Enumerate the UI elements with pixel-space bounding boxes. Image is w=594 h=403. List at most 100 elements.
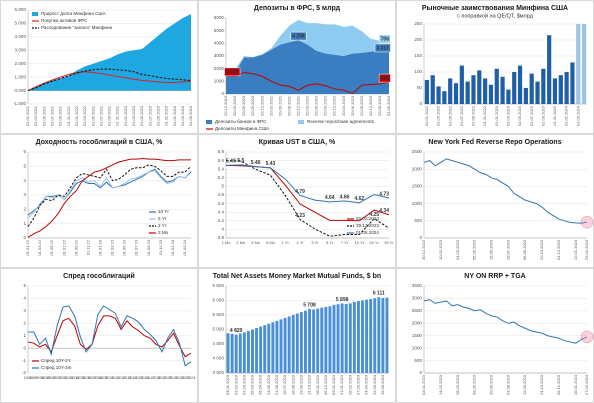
y-tick-label: 2000	[214, 66, 225, 71]
y-tick-label: 5	[23, 283, 26, 288]
y-tick-label: 4.6	[218, 201, 225, 206]
y-tick-label: 3000	[214, 53, 225, 58]
x-tick-label: 01.11.23	[158, 239, 163, 255]
x-tick-label: 01.03.2022	[82, 105, 87, 126]
data-label: 3 317	[376, 45, 389, 51]
data-label-box	[378, 34, 391, 44]
y-tick-label: 1500	[412, 184, 423, 189]
bar	[442, 91, 447, 104]
highlight	[580, 215, 594, 229]
x-tick-label: 06.12.2023	[323, 374, 328, 395]
legend-label: 01.05.2024	[356, 230, 379, 235]
y-tick-label: 1000	[412, 201, 423, 206]
x-tick-label: 08.09.2023	[522, 239, 527, 260]
x-tick-label: 01.01.2023	[123, 105, 128, 126]
chart-title: Total Net Assets Money Market Mutual Fun…	[213, 273, 381, 280]
area	[226, 19, 389, 74]
x-tick-label: 6 Mo	[266, 240, 276, 245]
line	[27, 315, 192, 358]
chart-panel: Доходность гособлигаций в США, % 0 1 2 3 4 5 6 0…	[0, 134, 198, 268]
y-tick-label: 3 500	[213, 370, 225, 375]
x-tick-label: 20.06.2020	[241, 95, 246, 116]
y-tick-label: 0	[419, 235, 422, 240]
x-tick-label: 19.06.2024	[380, 374, 385, 395]
bar	[377, 297, 381, 373]
bar	[340, 303, 344, 373]
bar	[576, 24, 581, 104]
x-tick-label: 12.01.2024	[573, 239, 578, 260]
legend-label: Депозиты Минфина США	[215, 126, 270, 131]
x-tick-label: 01.09.22	[73, 239, 78, 255]
x-tick-label: 1 Mo	[222, 240, 232, 245]
x-tick-label: 01.11.22	[85, 239, 90, 255]
bar	[299, 312, 303, 373]
x-tick-label: 01.09.2022	[107, 105, 112, 126]
x-tick-label: 01.01.22	[25, 239, 30, 255]
y-tick-label: 0	[23, 235, 26, 240]
y-tick-label: -1.000	[13, 101, 26, 106]
y-tick-label: -1	[22, 358, 27, 363]
y-tick-label: 1000	[412, 345, 423, 350]
chart-subtitle: с поправкой на QE/QT, $млрд	[457, 12, 534, 19]
line	[225, 160, 390, 237]
x-tick-label: 2015	[134, 375, 144, 380]
y-tick-label: 6 000	[213, 298, 225, 303]
y-tick-label: 500	[414, 358, 422, 363]
x-tick-label: 2016	[140, 375, 150, 380]
x-tick-label: 01.05.2024	[188, 105, 193, 126]
x-tick-label: 01.09.2021	[58, 105, 63, 126]
bar	[581, 24, 587, 104]
bar	[303, 310, 307, 373]
y-tick-label: 150	[414, 53, 422, 58]
y-tick-label: 5.6	[218, 158, 225, 163]
y-tick-label: 5.000	[15, 21, 27, 26]
y-tick-label: 2500	[412, 149, 423, 154]
x-tick-label: 20.06.2023	[489, 374, 494, 395]
x-tick-label: 20.09.2020	[250, 95, 255, 116]
x-tick-label: 01.11.2022	[115, 105, 120, 125]
x-tick-label: 01.03.2024	[180, 105, 185, 126]
bar	[506, 89, 511, 104]
bar	[226, 333, 230, 373]
x-tick-label: 01.09.23	[146, 239, 151, 255]
x-tick-label: 01.07.23	[134, 239, 139, 255]
y-tick-label: 4 500	[213, 341, 225, 346]
y-tick-label: 1	[23, 221, 26, 226]
x-tick-label: 01.05.2023	[139, 105, 144, 126]
x-tick-label: 26.04.2023	[258, 374, 263, 395]
data-label: 5.43	[266, 161, 276, 167]
line	[28, 305, 192, 367]
y-tick-label: 1500	[412, 333, 423, 338]
x-tick-label: 2004	[70, 375, 80, 380]
data-label: 4.64	[325, 195, 335, 201]
x-tick-label: 01.05.22	[49, 239, 54, 255]
x-tick-label: 01.01.2022	[74, 105, 79, 126]
x-tick-label: 20.09.2021	[286, 95, 291, 116]
y-tick-label: 3000	[412, 296, 423, 301]
x-tick-label: 3 Yr	[311, 240, 319, 245]
x-tick-label: 3 Mo	[251, 240, 261, 245]
area	[28, 14, 191, 91]
bar	[352, 301, 356, 373]
x-tick-label: 01.01.2024	[172, 105, 177, 126]
x-tick-label: 2021	[169, 375, 179, 380]
x-tick-label: 20.03.2024	[377, 95, 382, 116]
data-label: 4 256	[292, 33, 305, 39]
x-tick-label: 01.07.2021	[50, 105, 55, 126]
chart-panel: Кривая UST в США, % 3.8 4 4.2 4.4 4.6 4.8 5 5.2 5…	[198, 134, 396, 268]
x-tick-label: 05.05.2023	[472, 239, 477, 260]
x-tick-label: 2002	[58, 375, 68, 380]
x-tick-label: 2003	[64, 375, 74, 380]
x-tick-label: 20.09.2022	[323, 95, 328, 116]
x-tick-label: 2011	[111, 375, 120, 380]
bar	[279, 319, 283, 373]
x-tick-label: 01.05.2023	[517, 105, 522, 126]
legend-label: 10 Yr	[158, 209, 169, 214]
y-tick-label: 0	[23, 345, 26, 350]
data-label: 938	[381, 75, 390, 81]
y-tick-label: 2	[23, 207, 26, 212]
x-tick-label: 01.02.2023	[233, 374, 238, 395]
x-tick-label: 04.01.2023	[225, 374, 230, 395]
